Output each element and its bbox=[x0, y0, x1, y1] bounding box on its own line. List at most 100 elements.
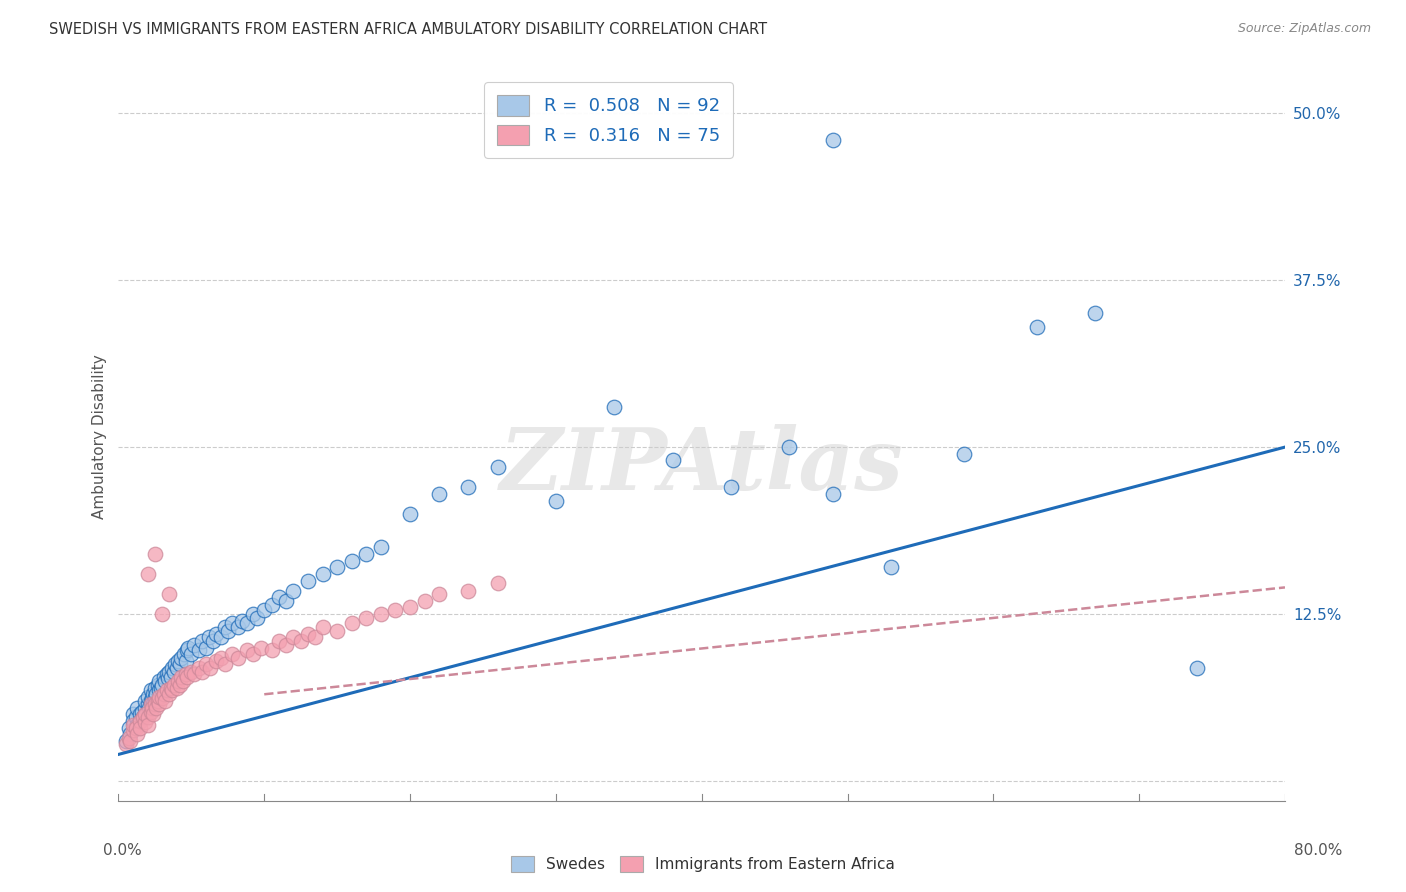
Point bbox=[226, 651, 249, 665]
Point bbox=[170, 651, 193, 665]
Point bbox=[180, 665, 202, 679]
Point bbox=[139, 705, 162, 719]
Point bbox=[821, 133, 844, 147]
Point bbox=[183, 667, 205, 681]
Point bbox=[155, 683, 177, 698]
Point bbox=[160, 681, 183, 695]
Point bbox=[297, 574, 319, 588]
Point bbox=[139, 694, 162, 708]
Point bbox=[1187, 660, 1209, 674]
Point bbox=[276, 638, 298, 652]
Point bbox=[167, 654, 190, 668]
Point bbox=[205, 654, 228, 668]
Point bbox=[242, 607, 264, 621]
Point bbox=[136, 718, 159, 732]
Point bbox=[169, 678, 191, 692]
Point bbox=[187, 643, 209, 657]
Point bbox=[253, 603, 276, 617]
Point bbox=[267, 633, 290, 648]
Point bbox=[170, 670, 193, 684]
Point bbox=[260, 598, 283, 612]
Point bbox=[150, 691, 173, 706]
Text: 80.0%: 80.0% bbox=[1295, 843, 1343, 858]
Point bbox=[953, 447, 976, 461]
Point bbox=[297, 627, 319, 641]
Point bbox=[122, 714, 145, 728]
Y-axis label: Ambulatory Disability: Ambulatory Disability bbox=[93, 355, 107, 519]
Point bbox=[146, 678, 169, 692]
Point bbox=[457, 480, 479, 494]
Point bbox=[142, 707, 165, 722]
Point bbox=[340, 616, 363, 631]
Point bbox=[163, 665, 186, 679]
Point bbox=[311, 620, 333, 634]
Point bbox=[276, 593, 298, 607]
Point bbox=[242, 647, 264, 661]
Point bbox=[326, 560, 349, 574]
Point bbox=[190, 665, 212, 679]
Point bbox=[145, 700, 167, 714]
Point bbox=[236, 616, 259, 631]
Point bbox=[138, 700, 160, 714]
Point bbox=[153, 673, 176, 688]
Point bbox=[250, 640, 273, 655]
Point bbox=[150, 607, 173, 621]
Point bbox=[127, 700, 149, 714]
Point bbox=[283, 630, 305, 644]
Point bbox=[146, 694, 169, 708]
Point bbox=[166, 681, 188, 695]
Point bbox=[129, 714, 152, 728]
Point bbox=[114, 737, 136, 751]
Point bbox=[148, 683, 170, 698]
Point bbox=[173, 647, 195, 661]
Point bbox=[143, 690, 166, 704]
Point bbox=[544, 493, 567, 508]
Point bbox=[370, 607, 392, 621]
Point bbox=[821, 487, 844, 501]
Point bbox=[136, 567, 159, 582]
Point bbox=[226, 620, 249, 634]
Point bbox=[283, 584, 305, 599]
Point bbox=[202, 633, 225, 648]
Point bbox=[457, 584, 479, 599]
Point bbox=[132, 710, 155, 724]
Point bbox=[142, 697, 165, 711]
Point bbox=[150, 678, 173, 692]
Point bbox=[163, 678, 186, 692]
Point bbox=[174, 654, 197, 668]
Point bbox=[304, 630, 326, 644]
Point bbox=[135, 707, 157, 722]
Point bbox=[246, 611, 269, 625]
Point bbox=[194, 640, 217, 655]
Point bbox=[236, 643, 259, 657]
Point bbox=[145, 687, 167, 701]
Point bbox=[134, 715, 156, 730]
Point bbox=[139, 683, 162, 698]
Point bbox=[880, 560, 903, 574]
Point bbox=[136, 690, 159, 704]
Point bbox=[129, 714, 152, 728]
Point bbox=[142, 687, 165, 701]
Text: 0.0%: 0.0% bbox=[103, 843, 142, 858]
Point bbox=[139, 697, 162, 711]
Point bbox=[183, 638, 205, 652]
Point bbox=[143, 697, 166, 711]
Point bbox=[169, 657, 191, 671]
Point bbox=[127, 727, 149, 741]
Point bbox=[117, 731, 139, 746]
Point bbox=[194, 657, 217, 671]
Point bbox=[117, 721, 139, 735]
Point bbox=[180, 647, 202, 661]
Point bbox=[214, 620, 236, 634]
Point bbox=[778, 440, 800, 454]
Point bbox=[221, 647, 243, 661]
Point bbox=[486, 576, 509, 591]
Point bbox=[177, 640, 200, 655]
Point bbox=[290, 633, 312, 648]
Point bbox=[125, 710, 148, 724]
Point bbox=[143, 681, 166, 695]
Point bbox=[176, 643, 198, 657]
Point bbox=[603, 400, 626, 414]
Point bbox=[370, 541, 392, 555]
Point bbox=[1084, 306, 1107, 320]
